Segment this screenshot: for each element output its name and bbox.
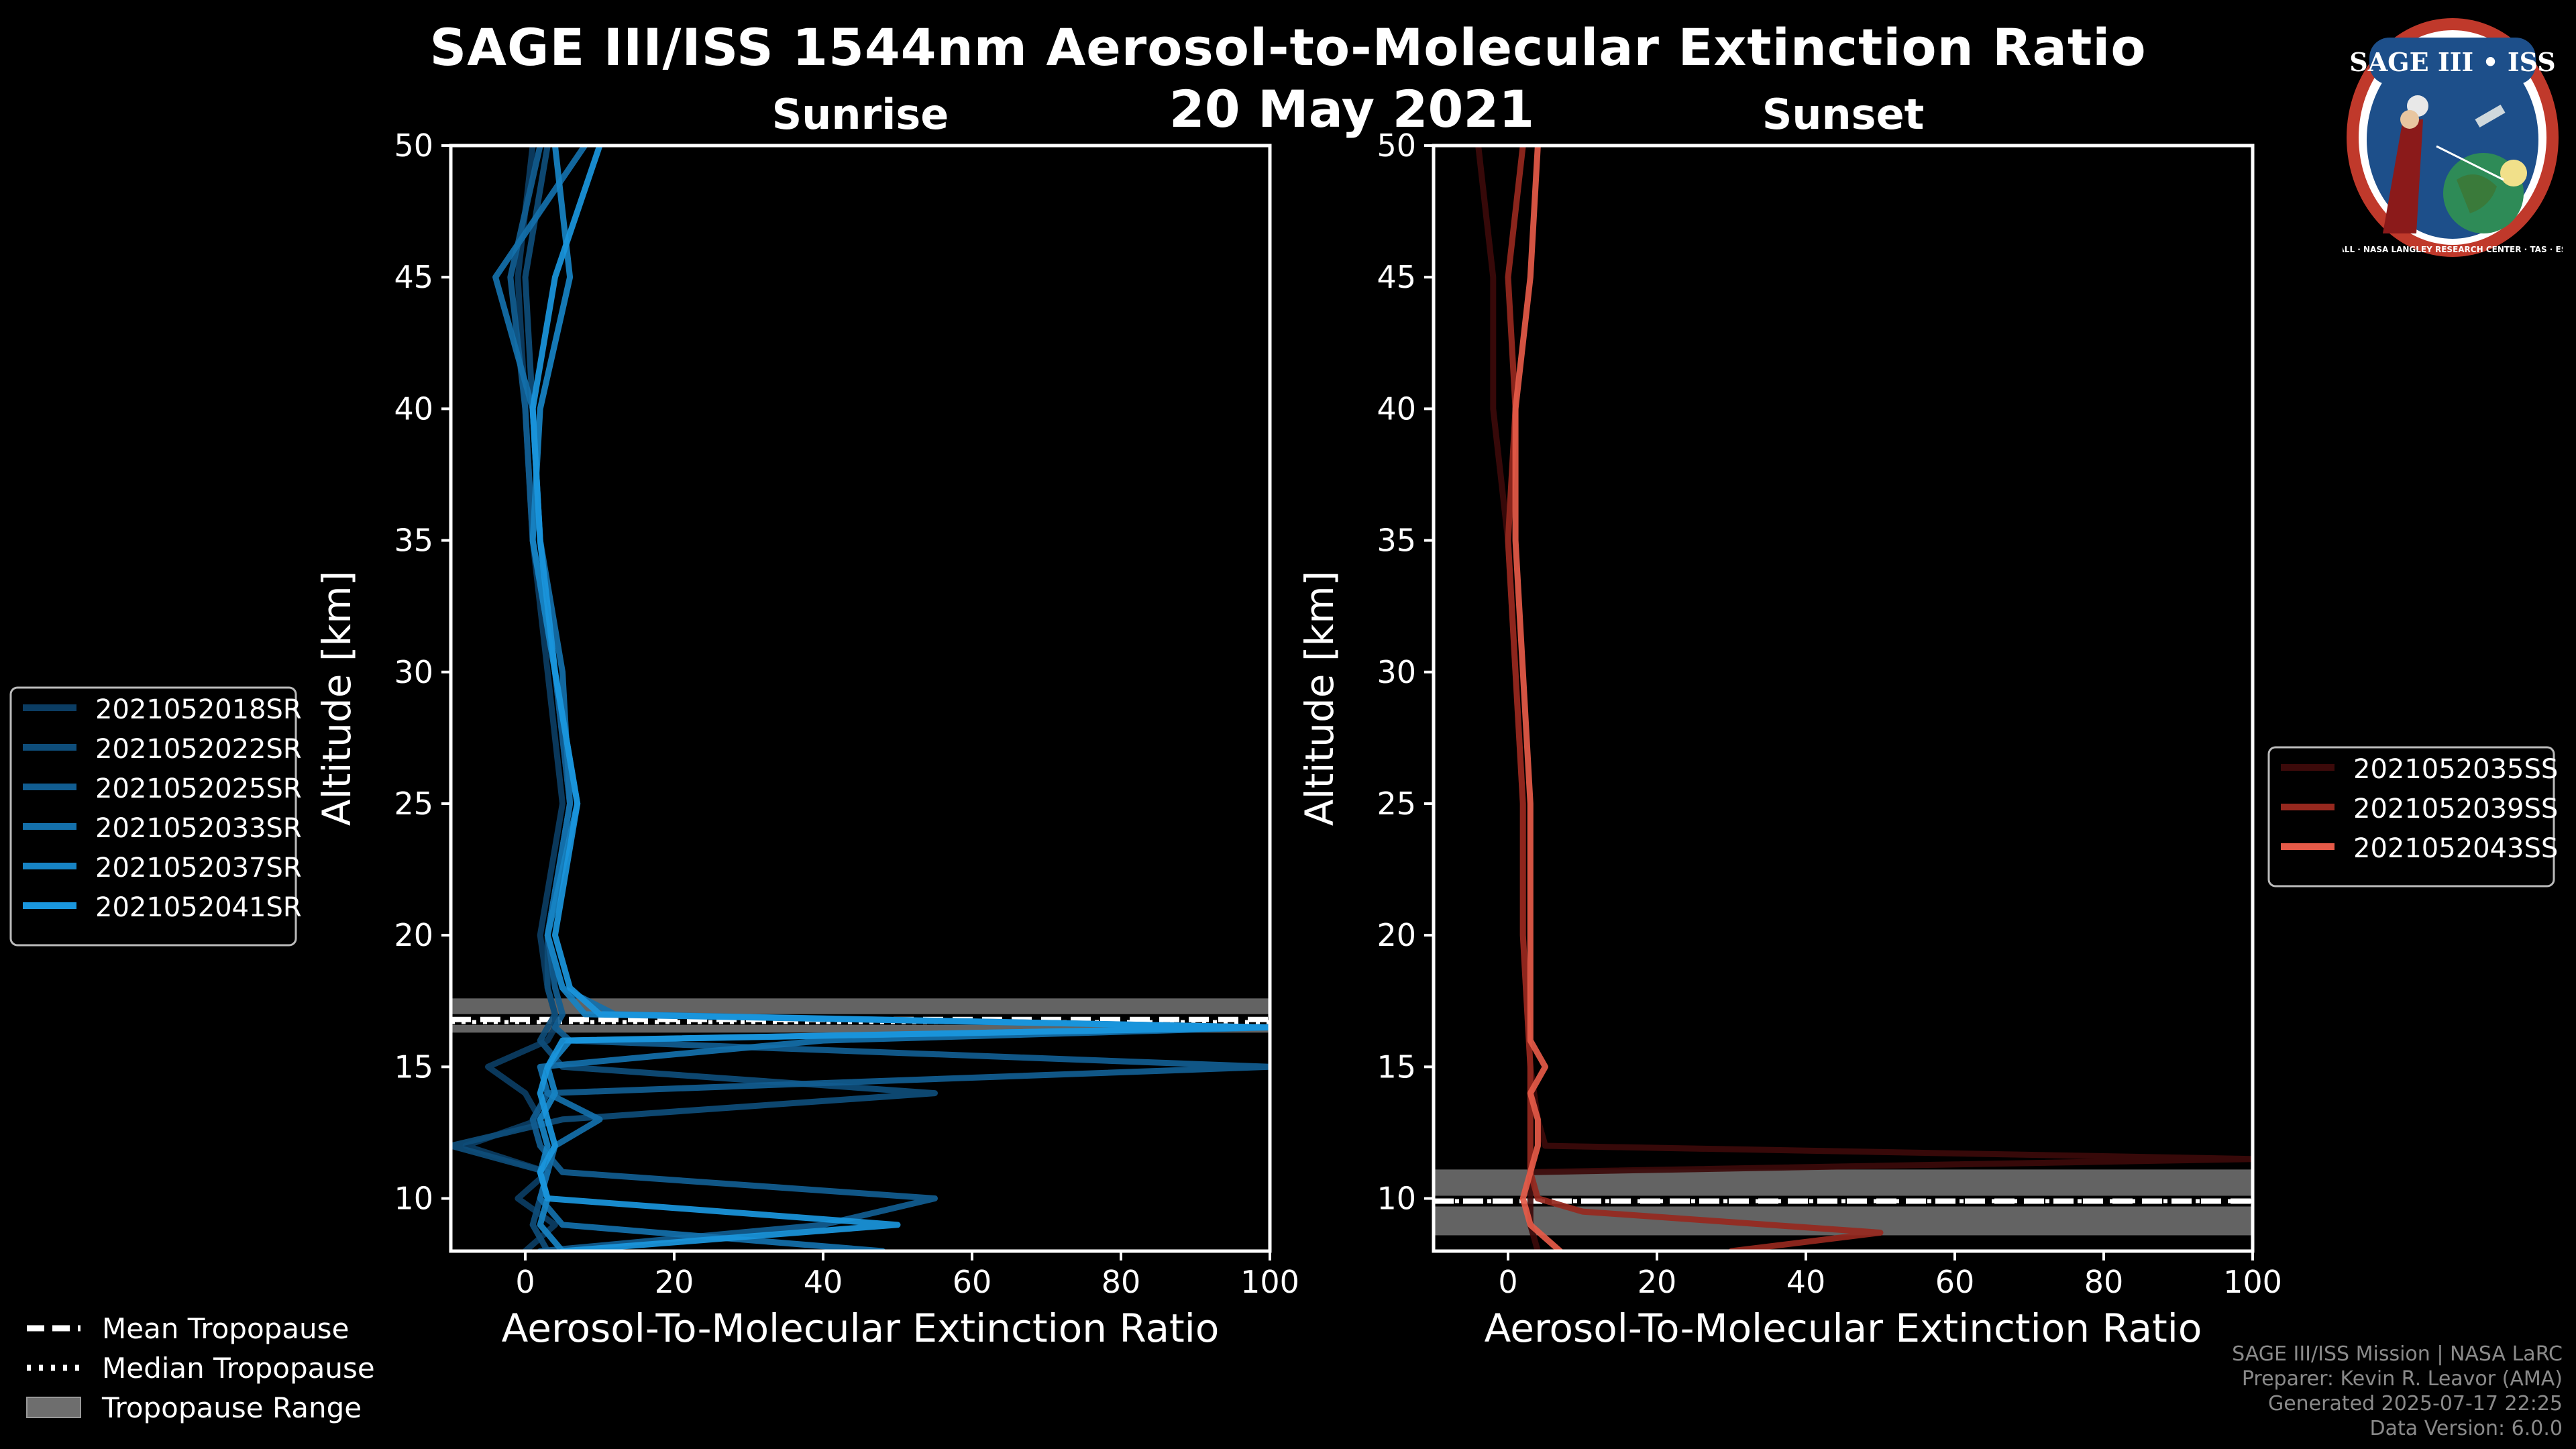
y-tick-label: 50 xyxy=(394,127,433,164)
y-tick-label: 20 xyxy=(1377,917,1416,953)
y-tick-label: 20 xyxy=(394,917,433,953)
footer-credits: SAGE III/ISS Mission | NASA LaRC Prepare… xyxy=(2232,1342,2563,1441)
badge-ring-text: BALL · NASA LANGLEY RESEARCH CENTER · TA… xyxy=(2343,245,2563,254)
legend-label: 2021052018SR xyxy=(95,694,302,725)
series-line-2021052041SR xyxy=(529,146,1270,1251)
figure-date: 20 May 2021 xyxy=(1169,79,1535,139)
space-station-icon xyxy=(2475,104,2506,128)
legend-label: 2021052043SS xyxy=(2353,833,2558,864)
y-tick-label: 45 xyxy=(394,259,433,295)
sunset-y-axis-label: Altitude [km] xyxy=(1297,571,1342,826)
footer-line: Preparer: Kevin R. Leavor (AMA) xyxy=(2241,1367,2563,1391)
wizard-robe-shape xyxy=(2383,119,2423,233)
y-tick-label: 10 xyxy=(394,1181,433,1217)
legend-label: 2021052035SS xyxy=(2353,754,2558,785)
x-tick-label: 80 xyxy=(2084,1264,2124,1300)
sunrise-x-axis-label: Aerosol-To-Molecular Extinction Ratio xyxy=(502,1305,1220,1351)
y-tick-label: 15 xyxy=(1377,1049,1416,1085)
tropopause-legend-label: Median Tropopause xyxy=(102,1352,375,1385)
sunrise-axes-frame xyxy=(449,144,1272,1253)
legend-label: 2021052041SR xyxy=(95,892,302,923)
legend-label: 2021052039SS xyxy=(2353,794,2558,824)
sunrise-panel-title: Sunrise xyxy=(772,90,949,139)
x-tick-label: 80 xyxy=(1102,1264,1141,1300)
badge-banner xyxy=(2369,38,2536,85)
x-tick-label: 40 xyxy=(804,1264,843,1300)
x-tick-label: 100 xyxy=(2223,1264,2282,1300)
tropopause-legend-label: Mean Tropopause xyxy=(102,1312,349,1345)
y-tick-label: 10 xyxy=(1377,1181,1416,1217)
legend-range-swatch xyxy=(26,1397,81,1418)
sunset-plot-area xyxy=(1434,146,2253,1251)
sunset-data-layer xyxy=(1434,146,2253,1251)
x-tick-label: 0 xyxy=(1498,1264,1517,1300)
footer-line: Data Version: 6.0.0 xyxy=(2369,1417,2563,1440)
x-tick-label: 20 xyxy=(1638,1264,1677,1300)
y-tick-label: 30 xyxy=(1377,654,1416,690)
y-tick-label: 35 xyxy=(394,523,433,559)
x-tick-label: 40 xyxy=(1786,1264,1826,1300)
x-tick-label: 0 xyxy=(515,1264,535,1300)
badge-title: SAGE III • ISS xyxy=(2349,47,2555,77)
y-tick-label: 25 xyxy=(1377,786,1416,822)
figure-title: SAGE III/ISS 1544nm Aerosol-to-Molecular… xyxy=(429,17,2147,77)
y-tick-label: 40 xyxy=(394,390,433,427)
sunset-legend-box xyxy=(2267,746,2555,888)
continent-shape xyxy=(2457,174,2497,213)
tropopause-legend-label: Tropopause Range xyxy=(101,1391,362,1424)
sunset-x-axis-label: Aerosol-To-Molecular Extinction Ratio xyxy=(1485,1305,2202,1351)
series-line-2021052043SS xyxy=(1512,146,1564,1251)
x-tick-label: 60 xyxy=(953,1264,992,1300)
sun-icon xyxy=(2500,160,2527,186)
y-tick-label: 25 xyxy=(394,786,433,822)
y-tick-label: 15 xyxy=(394,1049,433,1085)
sunrise-legend-box xyxy=(9,686,297,947)
badge-beam-line xyxy=(2436,145,2504,181)
y-tick-label: 45 xyxy=(1377,259,1416,295)
legend-label: 2021052022SR xyxy=(95,734,302,765)
y-tick-label: 50 xyxy=(1377,127,1416,164)
y-tick-label: 35 xyxy=(1377,523,1416,559)
x-tick-label: 100 xyxy=(1240,1264,1299,1300)
y-tick-label: 30 xyxy=(394,654,433,690)
sunrise-y-axis-label: Altitude [km] xyxy=(314,571,360,826)
sunrise-data-layer xyxy=(451,146,1270,1251)
wizard-head-shape xyxy=(2400,110,2419,129)
sunset-axes-frame xyxy=(1432,144,2255,1253)
sunset-panel-title: Sunset xyxy=(1762,90,1925,139)
sage-iii-iss-badge: SAGE III • ISS BALL · NASA LANGLEY RESEA… xyxy=(2332,12,2573,263)
legend-label: 2021052037SR xyxy=(95,853,302,883)
legend-label: 2021052025SR xyxy=(95,773,302,804)
x-tick-label: 20 xyxy=(655,1264,694,1300)
y-tick-label: 40 xyxy=(1377,390,1416,427)
legend-label: 2021052033SR xyxy=(95,813,302,844)
footer-line: Generated 2025-07-17 22:25 xyxy=(2267,1392,2563,1415)
footer-line: SAGE III/ISS Mission | NASA LaRC xyxy=(2232,1342,2563,1366)
x-tick-label: 60 xyxy=(1935,1264,1975,1300)
